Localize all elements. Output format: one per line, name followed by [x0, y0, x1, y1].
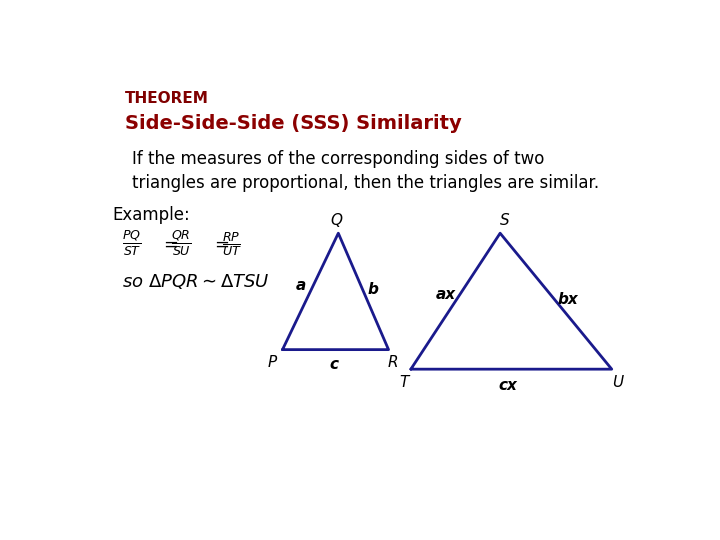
Text: cx: cx — [498, 379, 517, 393]
Text: $=$: $=$ — [210, 234, 229, 253]
Text: bx: bx — [557, 292, 578, 307]
Text: Side-Side-Side (SSS) Similarity: Side-Side-Side (SSS) Similarity — [125, 114, 462, 133]
Text: Q: Q — [330, 213, 343, 228]
Text: R: R — [387, 355, 397, 369]
Text: P: P — [268, 355, 277, 369]
Text: ax: ax — [436, 287, 456, 302]
Text: THEOREM: THEOREM — [125, 91, 209, 106]
Text: a: a — [296, 278, 306, 293]
Text: $=$: $=$ — [161, 234, 179, 253]
Text: so $\mathit{\Delta PQR \sim \Delta TSU}$: so $\mathit{\Delta PQR \sim \Delta TSU}$ — [122, 272, 270, 291]
Text: triangles are proportional, then the triangles are similar.: triangles are proportional, then the tri… — [132, 174, 599, 192]
Text: Example:: Example: — [112, 206, 190, 224]
Text: $\mathit{\frac{QR}{SU}}$: $\mathit{\frac{QR}{SU}}$ — [171, 229, 192, 258]
Text: U: U — [612, 375, 623, 390]
Text: T: T — [400, 375, 409, 390]
Text: $\mathit{\frac{PQ}{ST}}$: $\mathit{\frac{PQ}{ST}}$ — [122, 229, 142, 258]
Text: S: S — [500, 213, 510, 228]
Text: c: c — [330, 357, 339, 372]
Text: If the measures of the corresponding sides of two: If the measures of the corresponding sid… — [132, 150, 544, 168]
Text: $\mathit{\frac{RP}{UT}}$: $\mathit{\frac{RP}{UT}}$ — [222, 230, 241, 258]
Text: b: b — [368, 282, 379, 297]
